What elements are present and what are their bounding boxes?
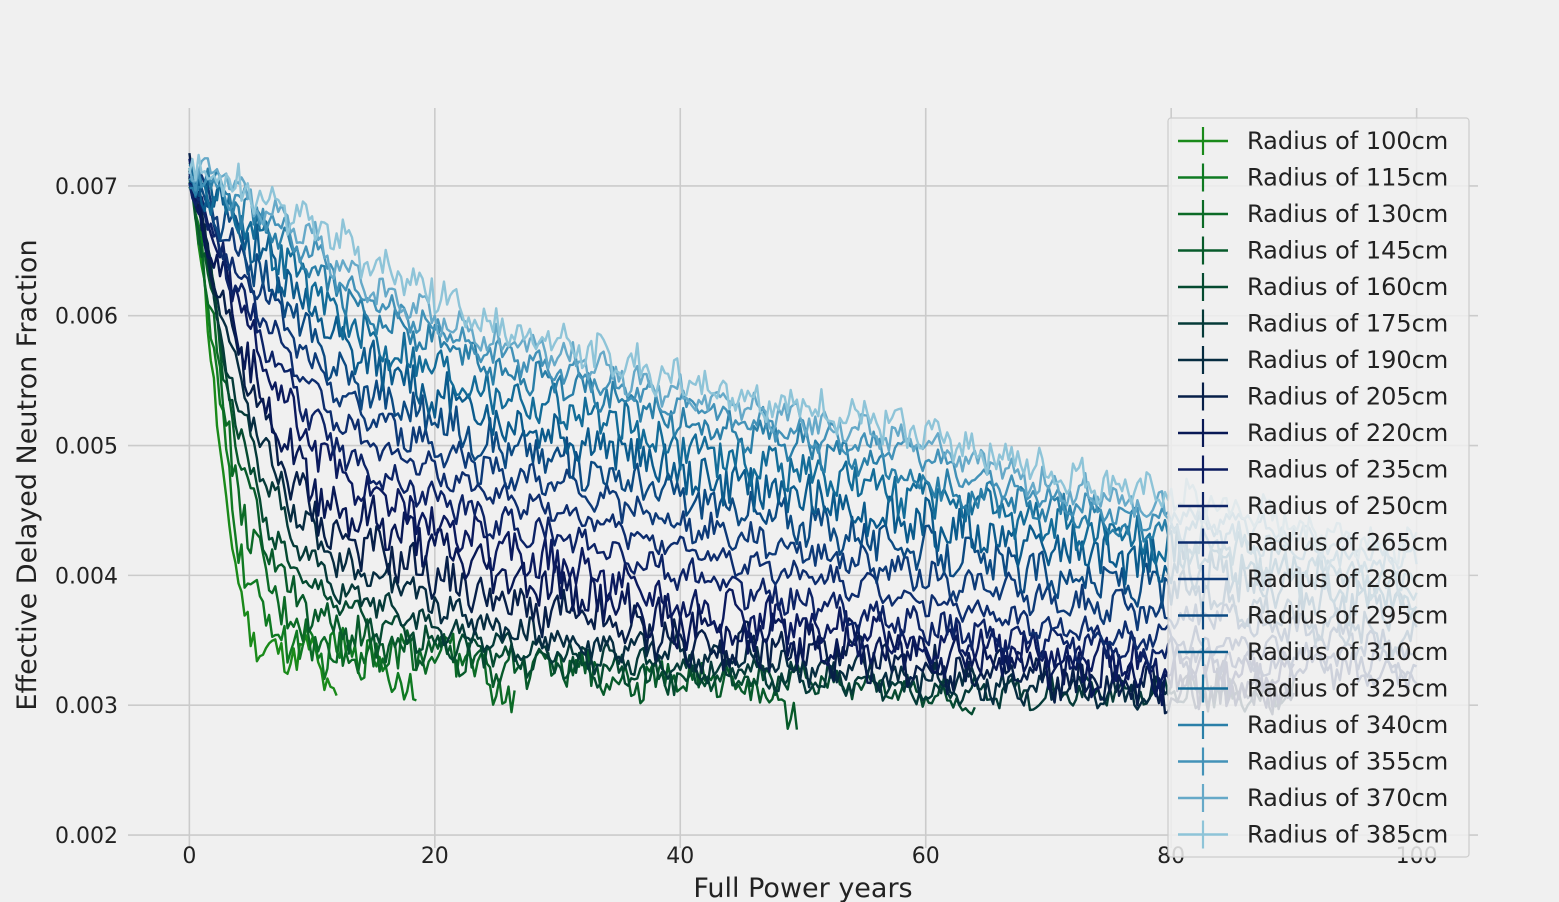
legend: Radius of 100cm Radius of 115cm Radius of …	[1167, 117, 1470, 858]
y-tick-label: 0.003	[55, 694, 118, 719]
legend-item: Radius of 100cm	[1178, 127, 1448, 155]
x-tick-label: 60	[912, 844, 940, 869]
legend-label: Radius of 280cm	[1247, 565, 1448, 593]
legend-label: Radius of 145cm	[1247, 237, 1448, 265]
series-line	[188, 162, 516, 714]
legend-item: Radius of 325cm	[1178, 674, 1448, 703]
legend-frame	[1167, 117, 1470, 858]
legend-label: Radius of 310cm	[1247, 638, 1448, 666]
legend-item: Radius of 160cm	[1178, 273, 1448, 301]
legend-label: Radius of 295cm	[1247, 602, 1448, 630]
legend-item: Radius of 280cm	[1178, 565, 1448, 593]
legend-label: Radius of 265cm	[1247, 529, 1448, 557]
legend-label: Radius of 205cm	[1247, 383, 1448, 411]
y-tick-label: 0.005	[55, 435, 118, 460]
series-line	[188, 158, 1295, 695]
legend-label: Radius of 160cm	[1247, 273, 1448, 301]
legend-label: Radius of 100cm	[1247, 127, 1448, 155]
x-tick-label: 20	[421, 844, 449, 869]
legend-item: Radius of 340cm	[1178, 711, 1448, 739]
legend-item: Radius of 115cm	[1178, 163, 1448, 192]
legend-label: Radius of 220cm	[1247, 419, 1448, 447]
y-tick-label: 0.002	[55, 824, 118, 849]
legend-item: Radius of 265cm	[1178, 528, 1448, 557]
y-axis-label: Effective Delayed Neutron Fraction	[12, 239, 43, 710]
legend-label: Radius of 355cm	[1247, 748, 1448, 776]
y-tick-label: 0.007	[55, 175, 118, 200]
legend-label: Radius of 385cm	[1247, 821, 1448, 849]
legend-label: Radius of 250cm	[1247, 492, 1448, 520]
legend-label: Radius of 325cm	[1247, 675, 1448, 703]
legend-item: Radius of 130cm	[1178, 200, 1448, 228]
series-line	[188, 152, 1295, 716]
x-tick-label: 0	[182, 844, 196, 869]
legend-label: Radius of 130cm	[1247, 200, 1448, 228]
legend-item: Radius of 205cm	[1178, 382, 1448, 411]
legend-label: Radius of 340cm	[1247, 711, 1448, 739]
x-tick-label: 40	[666, 844, 694, 869]
legend-item: Radius of 355cm	[1178, 747, 1448, 776]
legend-item: Radius of 175cm	[1178, 309, 1448, 338]
legend-label: Radius of 235cm	[1247, 456, 1448, 484]
legend-item: Radius of 145cm	[1178, 236, 1448, 265]
legend-item: Radius of 295cm	[1178, 601, 1448, 630]
legend-item: Radius of 190cm	[1178, 346, 1448, 374]
legend-item: Radius of 310cm	[1178, 638, 1448, 666]
legend-item: Radius of 385cm	[1178, 820, 1448, 849]
legend-item: Radius of 370cm	[1178, 784, 1448, 812]
legend-label: Radius of 115cm	[1247, 164, 1448, 192]
y-tick-label: 0.006	[55, 305, 118, 330]
legend-label: Radius of 190cm	[1247, 346, 1448, 374]
x-axis-label: Full Power years	[693, 873, 912, 902]
legend-label: Radius of 175cm	[1247, 310, 1448, 338]
y-tick-label: 0.004	[55, 564, 118, 589]
legend-item: Radius of 235cm	[1178, 455, 1448, 484]
legend-item: Radius of 220cm	[1178, 419, 1448, 447]
legend-label: Radius of 370cm	[1247, 784, 1448, 812]
legend-item: Radius of 250cm	[1178, 492, 1448, 520]
